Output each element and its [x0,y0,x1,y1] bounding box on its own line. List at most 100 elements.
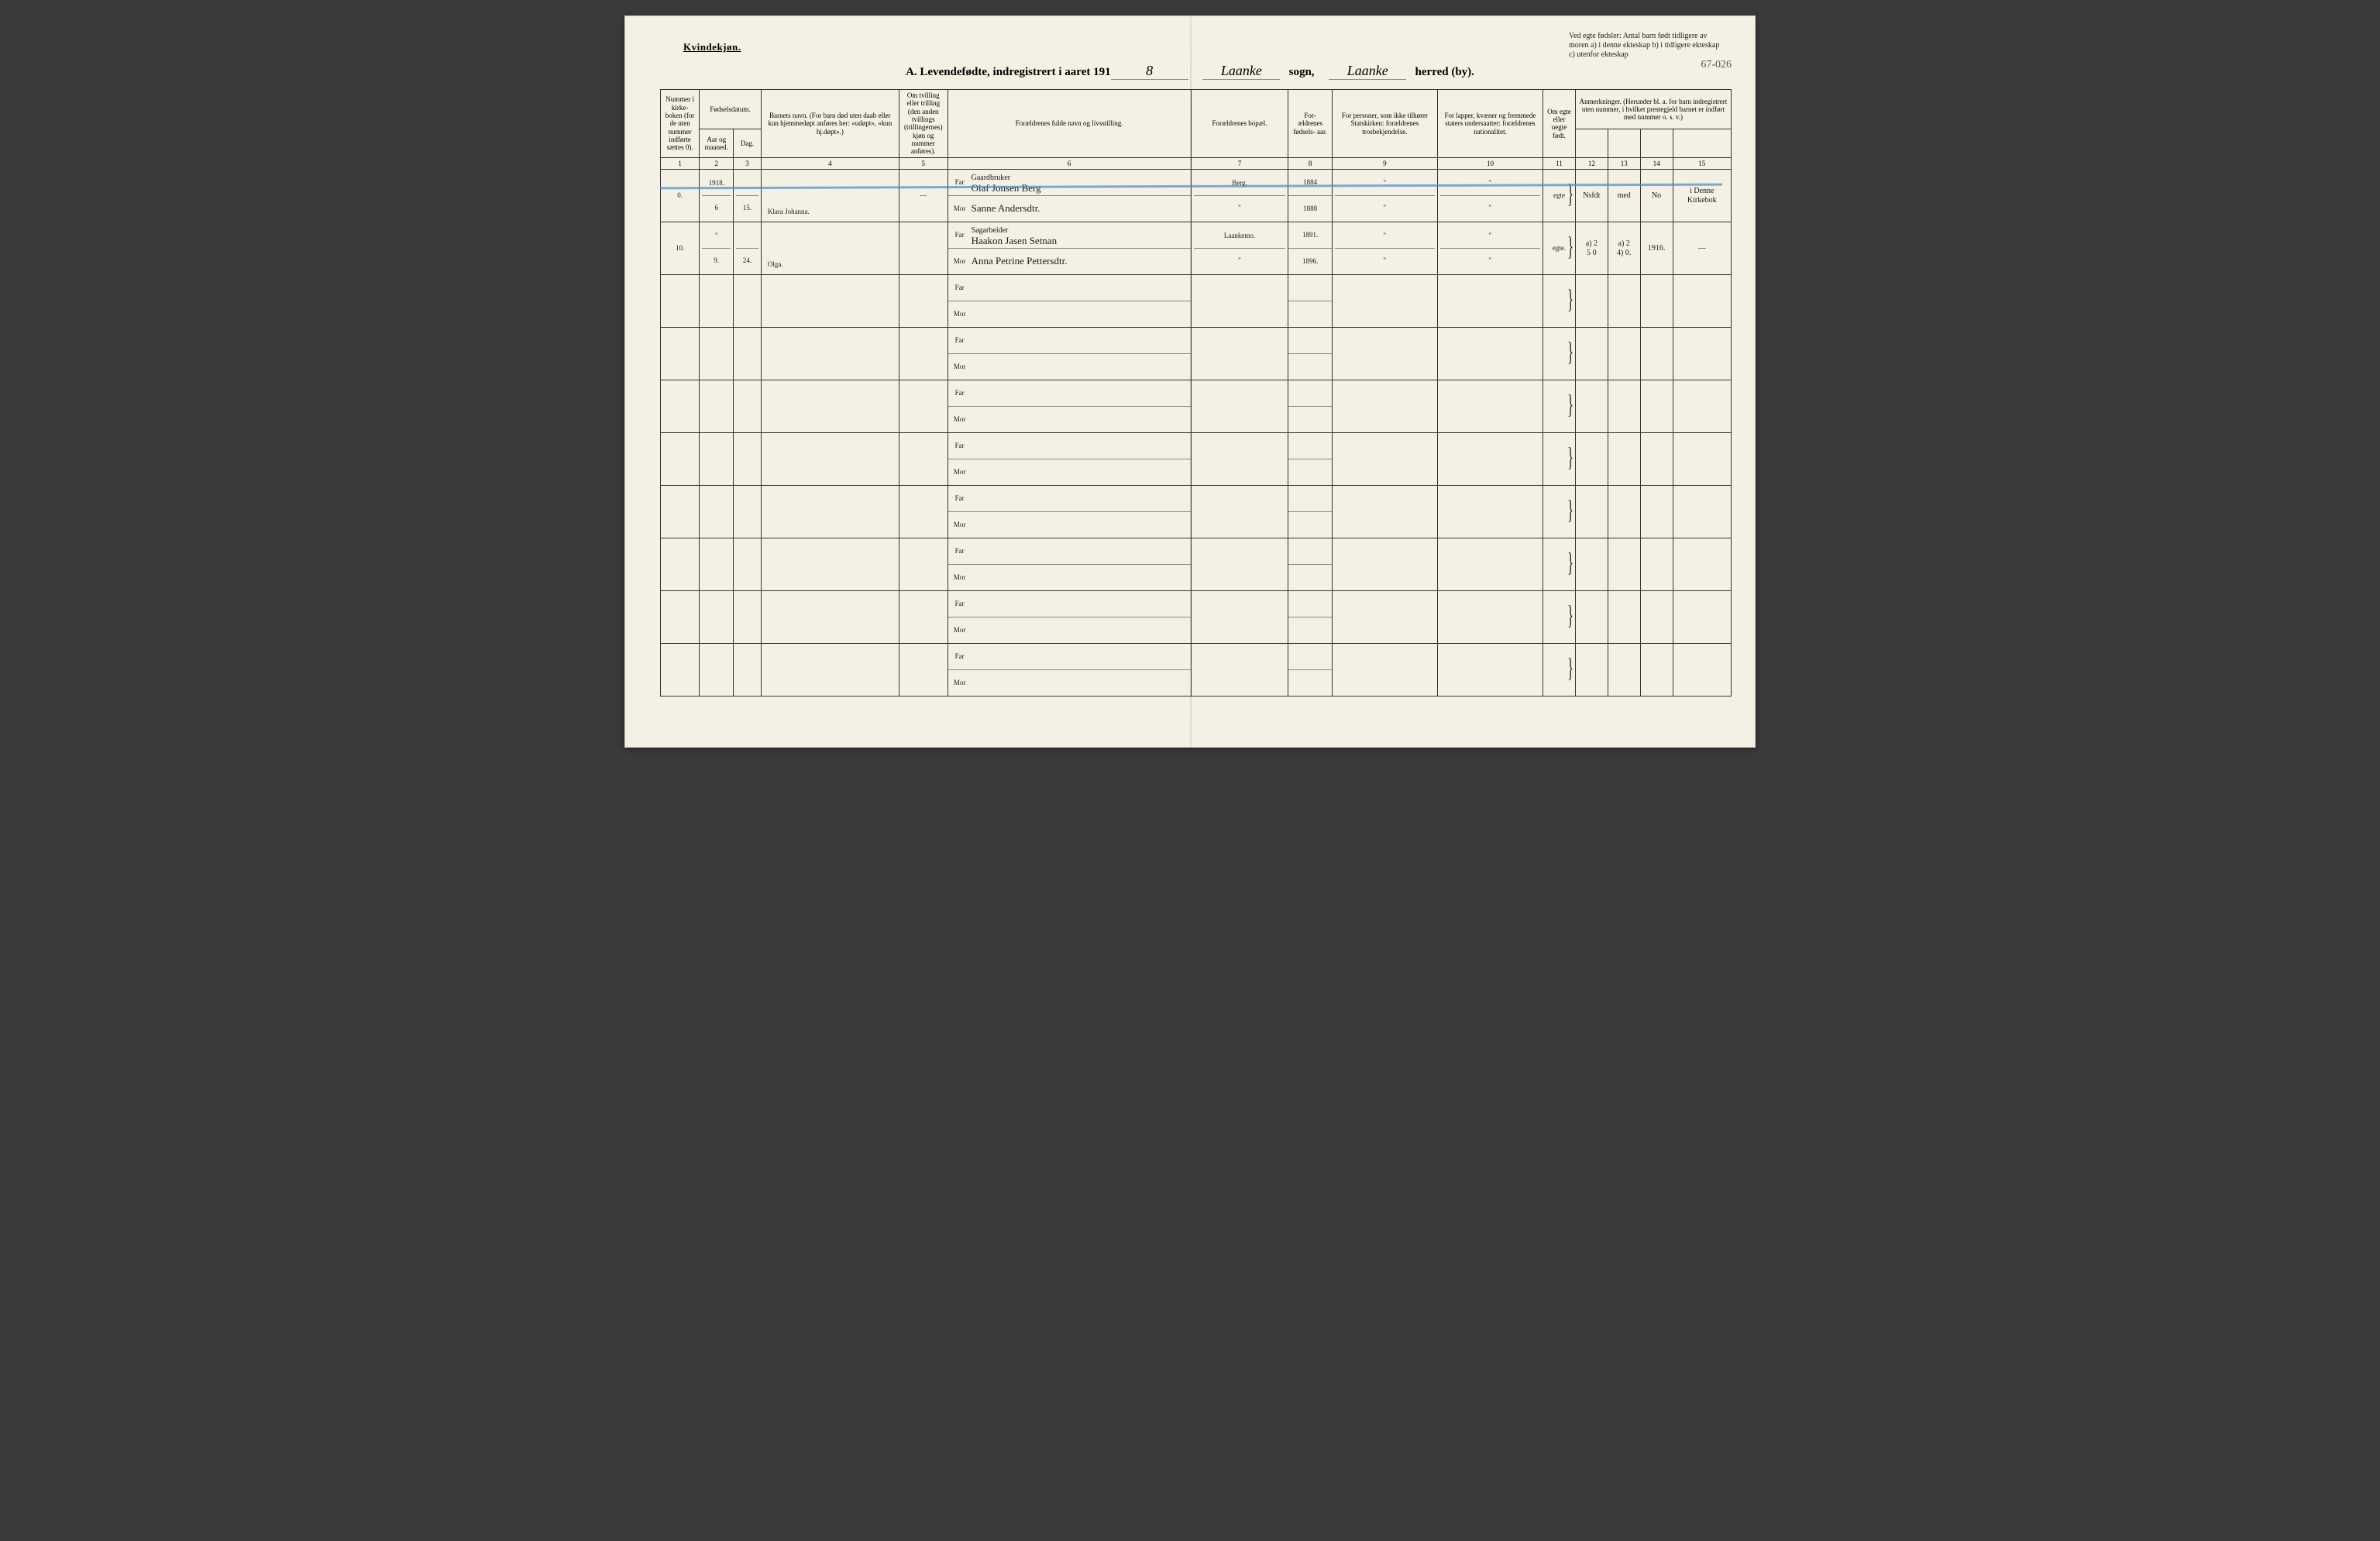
cell-navn: Olga. [761,222,899,275]
cell-empty [1575,644,1608,697]
cell-parents: FarGaardbrukerOlaf Jonsen Berg MorSanne … [948,170,1191,222]
cell-empty [1608,328,1640,380]
cell-empty [1640,433,1673,486]
cell-empty [1608,486,1640,538]
colnum: 11 [1543,157,1576,169]
table-row-empty: Far Mor [661,538,1732,591]
cell-empty [1288,644,1333,697]
cell-empty [1608,433,1640,486]
cell-empty [1543,433,1576,486]
cell-tvilling [899,222,948,275]
table-row-empty: Far Mor [661,433,1732,486]
cell-egte: egte [1543,170,1576,222]
cell-empty [1191,486,1288,538]
cell-empty [661,275,700,328]
cell-religion: "" [1332,170,1437,222]
col-1-header: Nummer i kirke- boken (for de uten numme… [661,90,700,158]
cell-empty [734,275,762,328]
cell-empty [734,486,762,538]
cell-empty [1640,328,1673,380]
cell-empty [1288,591,1333,644]
cell-empty [761,644,899,697]
cell-empty [1543,380,1576,433]
cell-empty [1288,275,1333,328]
cell-empty [899,328,948,380]
cell-empty [661,328,700,380]
cell-empty [1288,433,1333,486]
colnum: 4 [761,157,899,169]
top-right-annotation: Ved egte fødsler: Antal barn født tidlig… [1569,32,1724,60]
cell-empty [1191,328,1288,380]
col-12-header [1575,129,1608,158]
colnum: 7 [1191,157,1288,169]
document-page: Kvindekjøn. Ved egte fødsler: Antal barn… [624,15,1756,748]
cell-empty [1575,328,1608,380]
cell-empty [1332,486,1437,538]
cell-annot-12: Nsfdt [1575,170,1608,222]
colnum: 8 [1288,157,1333,169]
cell-empty [1332,380,1437,433]
cell-empty [1332,275,1437,328]
cell-empty [1191,644,1288,697]
colnum: 9 [1332,157,1437,169]
table-row-empty: Far Mor [661,644,1732,697]
col-10-header: For lapper, kvæner og fremmede staters u… [1437,90,1543,158]
col-13-header [1608,129,1640,158]
col-2-header: Aar og maaned. [700,129,734,158]
cell-num: 10. [661,222,700,275]
title-line: A. Levendefødte, indregistrert i aaret 1… [625,63,1755,80]
cell-empty [734,644,762,697]
table-row-empty: Far Mor [661,328,1732,380]
cell-empty [1288,486,1333,538]
cell-birthyears: 1891.1896. [1288,222,1333,275]
cell-empty [1288,538,1333,591]
colnum: 2 [700,157,734,169]
table-header: Nummer i kirke- boken (for de uten numme… [661,90,1732,170]
cell-empty [1332,538,1437,591]
cell-empty [1640,538,1673,591]
cell-empty [734,591,762,644]
cell-annot-14: 1916. [1640,222,1673,275]
register-table: Nummer i kirke- boken (for de uten numme… [660,89,1732,697]
cell-empty [899,380,948,433]
gender-heading: Kvindekjøn. [683,41,741,53]
cell-empty [1332,591,1437,644]
cell-empty [661,591,700,644]
cell-empty [734,380,762,433]
cell-empty [1575,433,1608,486]
cell-empty [1288,328,1333,380]
cell-empty [1640,591,1673,644]
colnum: 13 [1608,157,1640,169]
cell-empty [1437,486,1543,538]
cell-empty [1640,644,1673,697]
cell-empty [1575,380,1608,433]
cell-empty [1673,538,1731,591]
cell-empty [761,538,899,591]
cell-empty [899,486,948,538]
cell-empty [1437,328,1543,380]
cell-annot-15: — [1673,222,1731,275]
cell-empty [700,591,734,644]
cell-empty [1437,644,1543,697]
column-number-row: 1 2 3 4 5 6 7 8 9 10 11 12 13 14 15 [661,157,1732,169]
colnum: 1 [661,157,700,169]
cell-empty [1191,380,1288,433]
cell-empty [1608,591,1640,644]
cell-empty [1288,380,1333,433]
cell-empty [761,486,899,538]
col-3-header: Dag. [734,129,762,158]
cell-empty [661,644,700,697]
cell-annot-12: a) 25 0 [1575,222,1608,275]
cell-empty [700,486,734,538]
cell-empty [1543,591,1576,644]
cell-empty [761,433,899,486]
col-14-header [1640,129,1673,158]
table-row-empty: Far Mor [661,486,1732,538]
cell-empty [1575,591,1608,644]
cell-empty [761,275,899,328]
cell-empty [1437,275,1543,328]
col-11-header: Om egte eller uegte født. [1543,90,1576,158]
cell-empty [1332,328,1437,380]
cell-empty [899,644,948,697]
cell-religion: "" [1332,222,1437,275]
